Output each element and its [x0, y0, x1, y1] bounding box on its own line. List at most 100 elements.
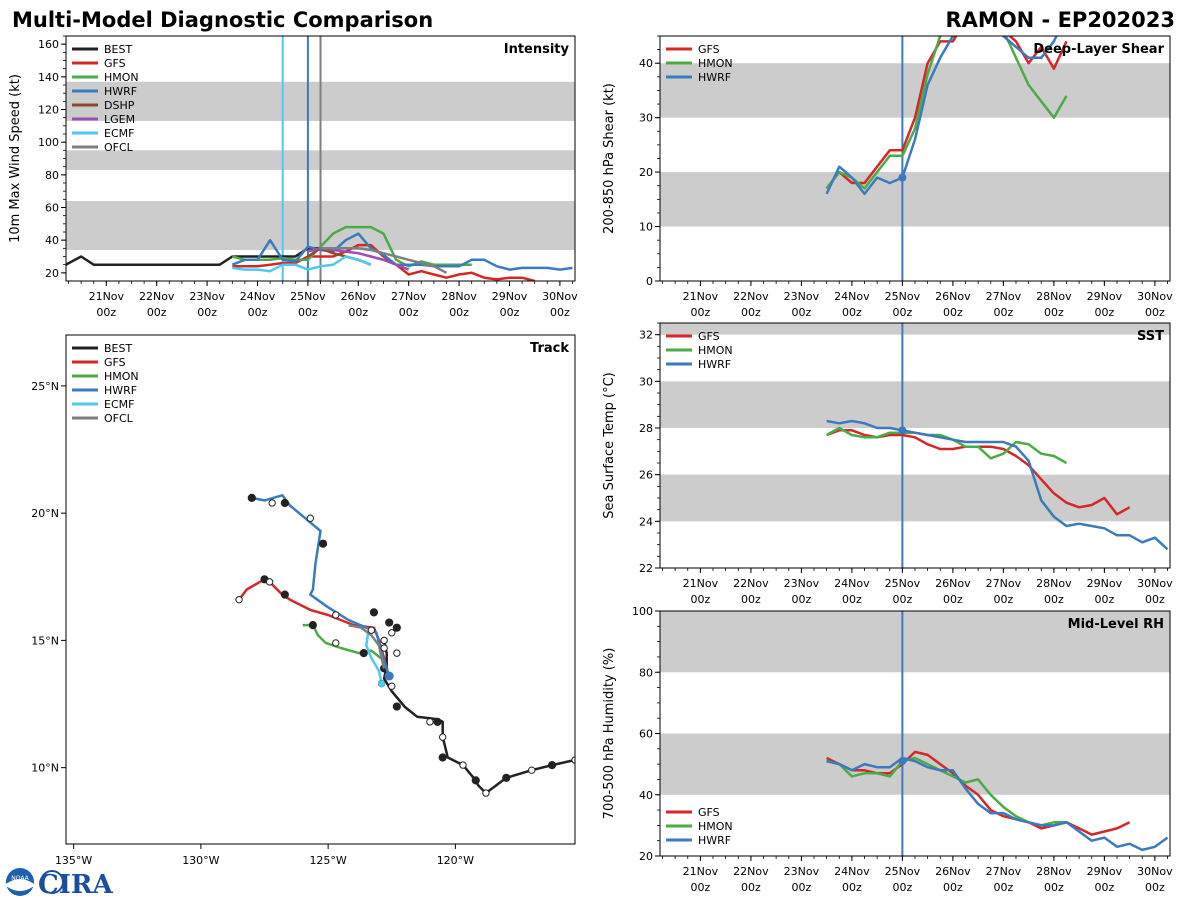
- x-tick-label-hour: 00z: [993, 306, 1013, 319]
- series-line-gfs: [825, 36, 1068, 190]
- track-point-hollow: [388, 629, 396, 637]
- track-point-filled: [385, 618, 394, 627]
- track-point-filled: [359, 649, 368, 658]
- track-point-hollow: [367, 626, 376, 634]
- x-tick-label-hour: 00z: [741, 593, 761, 606]
- plot-frame: [659, 322, 1171, 569]
- x-tick-label-day: 23Nov: [784, 577, 820, 590]
- series-line-hwrf: [825, 36, 1058, 196]
- y-tick-label: 0: [646, 275, 653, 288]
- series-group: [826, 750, 1169, 852]
- legend-label-gfs: GFS: [698, 806, 720, 819]
- noaa-logo: NOAA: [6, 868, 34, 896]
- legend-label-hmon: HMON: [104, 71, 139, 84]
- y-tick-label: 20: [639, 166, 653, 179]
- x-tick-label-day: 29Nov: [1087, 577, 1123, 590]
- x-tick-label-hour: 00z: [892, 881, 912, 894]
- track-point-hollow: [380, 636, 388, 645]
- x-tick-label-day: 30Nov: [542, 290, 578, 303]
- legend-label-hmon: HMON: [104, 370, 139, 383]
- track-point-filled: [392, 702, 401, 711]
- shaded-band: [660, 733, 1170, 795]
- series-line-best: [66, 247, 321, 266]
- x-tick-label-day: 25Nov: [885, 865, 921, 878]
- track-point-filled: [438, 753, 447, 762]
- x-tick-label-day: 26Nov: [341, 290, 377, 303]
- y-tick-label: 160: [38, 38, 59, 51]
- x-tick-label-hour: 00z: [791, 881, 811, 894]
- shaded-band: [660, 381, 1170, 428]
- legend-label-best: BEST: [104, 342, 132, 355]
- track-point-hollow: [332, 611, 340, 619]
- x-tick-label-day: 23Nov: [784, 290, 820, 303]
- analysis-marker: [898, 173, 907, 182]
- analysis-marker: [898, 757, 907, 766]
- x-tick-label-hour: 00z: [842, 306, 862, 319]
- legend-label-hwrf: HWRF: [698, 358, 731, 371]
- x-tick-label-day: 21Nov: [89, 290, 125, 303]
- series-line-hmon: [825, 36, 1068, 190]
- track-point-hollow: [528, 766, 536, 774]
- x-tick-label-hour: 00z: [1145, 306, 1165, 319]
- y-tick-label: 20°N: [31, 507, 59, 520]
- legend-label-hwrf: HWRF: [698, 834, 731, 847]
- plot-frame: [659, 610, 1171, 857]
- x-tick-label-day: 30Nov: [1137, 865, 1173, 878]
- series-line-gfs: [232, 243, 536, 281]
- x-tick-label-hour: 00z: [943, 881, 963, 894]
- track-point-hollow: [268, 499, 276, 507]
- figure-title: Multi-Model Diagnostic Comparison: [12, 8, 433, 32]
- track-point-hollow: [482, 789, 490, 797]
- track-point-filled: [471, 776, 480, 785]
- y-tick-label: 30: [639, 375, 653, 388]
- x-tick-label-day: 24Nov: [240, 290, 276, 303]
- panel-title: Deep-Layer Shear: [1033, 42, 1164, 57]
- y-tick-label: 60: [45, 202, 59, 215]
- x-tick-label-hour: 00z: [993, 593, 1013, 606]
- x-tick-label-day: 24Nov: [834, 577, 870, 590]
- track-point-hollow: [306, 514, 315, 522]
- cira-logo-circle: [40, 870, 64, 894]
- x-tick-label-day: 23Nov: [784, 865, 820, 878]
- x-tick-label-day: 27Nov: [986, 290, 1022, 303]
- noaa-logo-text: NOAA: [11, 875, 29, 882]
- track-point-filled: [308, 621, 317, 630]
- x-tick-label-day: 29Nov: [492, 290, 528, 303]
- y-tick-label: 100: [632, 605, 653, 618]
- x-tick-label-day: 21Nov: [683, 865, 719, 878]
- x-tick-label-hour: 00z: [449, 306, 469, 319]
- x-tick-label-day: 26Nov: [935, 290, 971, 303]
- track-point-filled: [547, 761, 557, 770]
- x-tick-label-hour: 00z: [691, 593, 711, 606]
- x-tick-label-day: 25Nov: [290, 290, 326, 303]
- series-line-hwrf: [231, 232, 573, 271]
- y-tick-label: 28: [639, 422, 653, 435]
- series-line-ofcl: [320, 247, 448, 274]
- series-line-hwrf: [826, 419, 1169, 551]
- x-tick-label-hour: 00z: [147, 306, 167, 319]
- series-line-ecmf: [232, 255, 372, 273]
- shaded-band: [660, 172, 1170, 227]
- x-tick-label-day: 28Nov: [441, 290, 477, 303]
- storm-id-title: RAMON - EP202023: [946, 8, 1176, 32]
- y-tick-label: 80: [45, 169, 59, 182]
- legend-label-hwrf: HWRF: [104, 384, 137, 397]
- analysis-marker: [898, 426, 907, 435]
- track-point-hollow: [438, 733, 447, 741]
- legend-label-ecmf: ECMF: [104, 127, 134, 140]
- x-tick-label-day: 22Nov: [733, 577, 769, 590]
- panels: 2040608010012014016021Nov00z22Nov00z23No…: [8, 35, 1173, 894]
- x-tick-label-day: 21Nov: [683, 290, 719, 303]
- track-point-filled: [433, 717, 442, 726]
- panel-title: Mid-Level RH: [1068, 617, 1164, 632]
- x-tick-label-day: 29Nov: [1087, 865, 1123, 878]
- shaded-band: [660, 474, 1170, 522]
- y-axis-label: 200-850 hPa Shear (kt): [602, 83, 617, 234]
- x-tick-label-hour: 00z: [1145, 593, 1165, 606]
- track-point-filled: [280, 590, 289, 599]
- x-tick-label-day: 24Nov: [834, 290, 870, 303]
- x-tick-label-hour: 00z: [197, 306, 217, 319]
- x-tick-label-hour: 00z: [1044, 881, 1064, 894]
